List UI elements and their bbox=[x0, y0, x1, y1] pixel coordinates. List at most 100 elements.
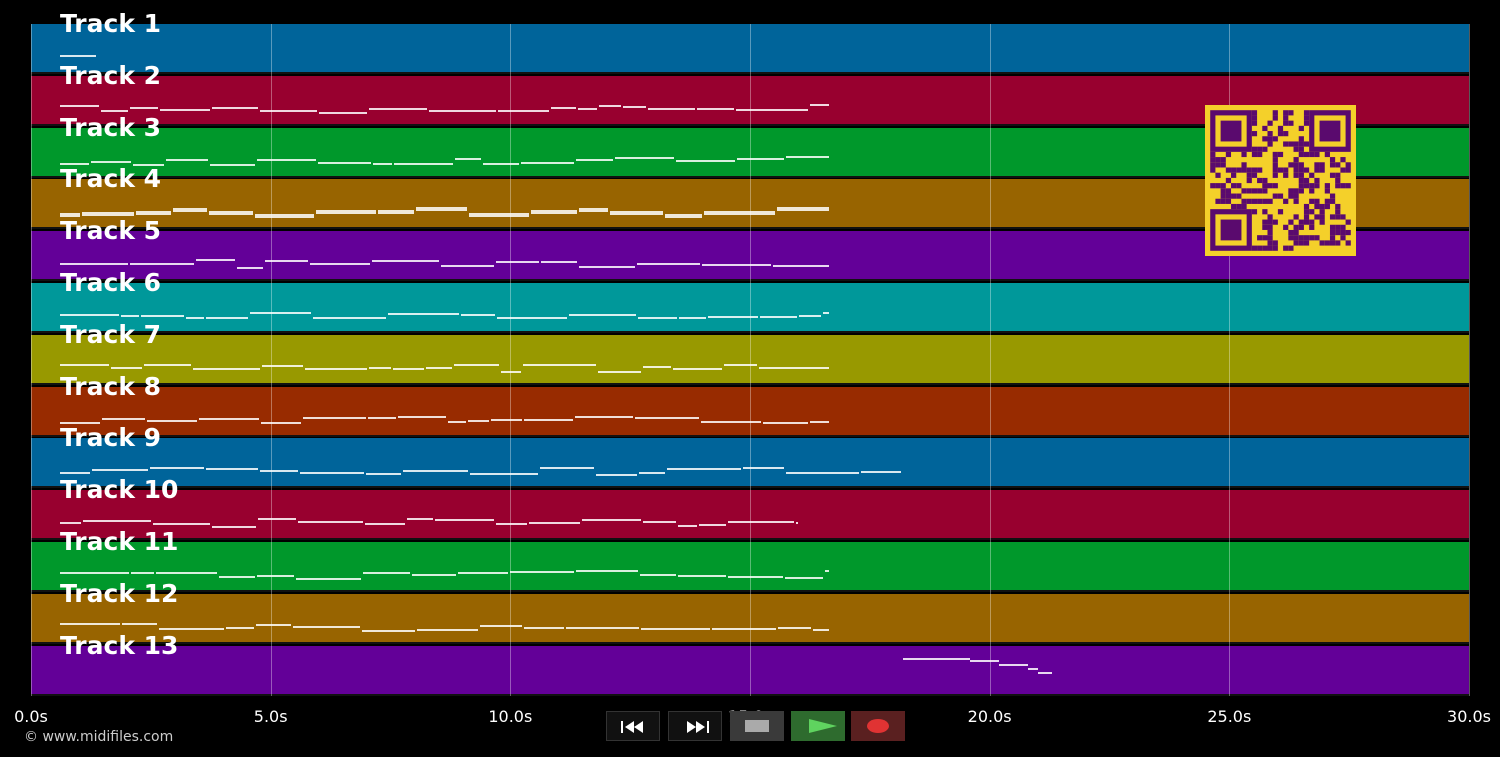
note bbox=[622, 105, 647, 108]
note bbox=[211, 106, 258, 109]
note bbox=[809, 420, 830, 423]
note bbox=[397, 415, 446, 418]
note bbox=[599, 104, 621, 107]
note bbox=[903, 657, 952, 660]
track-label: Track 2 bbox=[60, 60, 162, 90]
note bbox=[388, 313, 459, 315]
note bbox=[317, 161, 372, 164]
stop-button[interactable] bbox=[730, 711, 784, 741]
record-icon bbox=[867, 719, 889, 733]
gridline bbox=[1469, 24, 1470, 696]
note bbox=[212, 526, 257, 529]
transport-bar bbox=[598, 711, 905, 741]
note bbox=[256, 575, 294, 577]
note bbox=[156, 572, 217, 574]
stop-icon bbox=[745, 720, 769, 732]
note bbox=[59, 622, 120, 625]
fast-forward-button[interactable] bbox=[668, 711, 722, 741]
note bbox=[59, 522, 81, 525]
note bbox=[319, 111, 367, 114]
note bbox=[523, 418, 573, 421]
note bbox=[576, 158, 614, 161]
note bbox=[361, 629, 416, 632]
note bbox=[135, 211, 171, 216]
note bbox=[364, 523, 406, 526]
note bbox=[262, 364, 304, 367]
note bbox=[540, 261, 577, 264]
note bbox=[576, 570, 639, 572]
track-label: Track 8 bbox=[60, 371, 162, 401]
note bbox=[59, 263, 129, 266]
note bbox=[704, 211, 775, 216]
note bbox=[467, 419, 490, 422]
note bbox=[92, 469, 149, 472]
note bbox=[501, 370, 522, 373]
play-button[interactable] bbox=[791, 711, 845, 741]
note bbox=[265, 260, 308, 263]
note bbox=[615, 156, 675, 159]
note bbox=[539, 467, 595, 470]
note bbox=[130, 263, 195, 266]
note bbox=[186, 317, 205, 319]
note bbox=[469, 213, 529, 218]
track-label: Track 5 bbox=[60, 216, 162, 246]
note bbox=[407, 518, 434, 521]
note bbox=[141, 315, 185, 317]
note bbox=[498, 109, 549, 112]
note bbox=[435, 519, 495, 522]
track-lane bbox=[31, 490, 1469, 541]
note bbox=[784, 577, 824, 579]
time-tick-label: 20.0s bbox=[967, 707, 1012, 726]
note bbox=[402, 470, 469, 473]
note bbox=[665, 214, 702, 219]
note bbox=[648, 107, 696, 110]
note bbox=[491, 418, 522, 421]
play-icon bbox=[809, 719, 837, 733]
time-tick-label: 30.0s bbox=[1447, 707, 1491, 726]
note bbox=[206, 317, 249, 319]
track-lane bbox=[31, 24, 1469, 74]
note bbox=[130, 572, 155, 574]
rewind-button[interactable] bbox=[606, 711, 660, 741]
record-button[interactable] bbox=[851, 711, 905, 741]
note bbox=[440, 265, 494, 268]
note bbox=[812, 628, 830, 631]
note bbox=[205, 468, 258, 471]
note bbox=[121, 622, 158, 625]
note bbox=[582, 519, 642, 522]
note bbox=[727, 576, 783, 578]
note bbox=[225, 626, 254, 629]
note bbox=[412, 574, 456, 576]
track-label: Track 1 bbox=[60, 9, 162, 38]
note bbox=[772, 265, 830, 268]
note bbox=[676, 159, 736, 162]
note bbox=[523, 363, 597, 366]
note bbox=[91, 160, 131, 163]
note bbox=[59, 421, 100, 424]
note bbox=[723, 363, 757, 366]
note bbox=[530, 210, 578, 215]
note bbox=[798, 315, 822, 317]
track-label: Track 4 bbox=[60, 164, 162, 194]
note bbox=[59, 472, 91, 475]
note bbox=[147, 419, 198, 422]
note bbox=[483, 162, 519, 165]
note bbox=[550, 106, 576, 109]
track-lane bbox=[31, 283, 1469, 333]
note bbox=[82, 520, 152, 523]
note bbox=[316, 210, 377, 215]
note bbox=[578, 266, 636, 269]
note bbox=[825, 570, 830, 572]
note bbox=[59, 572, 129, 574]
note bbox=[59, 363, 110, 366]
track-lane bbox=[31, 386, 1469, 437]
note bbox=[666, 468, 741, 471]
note bbox=[742, 467, 785, 470]
note bbox=[59, 162, 90, 165]
note bbox=[737, 157, 785, 160]
note bbox=[460, 314, 496, 316]
note bbox=[598, 370, 641, 373]
note bbox=[786, 155, 830, 158]
note bbox=[495, 261, 539, 264]
note bbox=[860, 471, 902, 474]
